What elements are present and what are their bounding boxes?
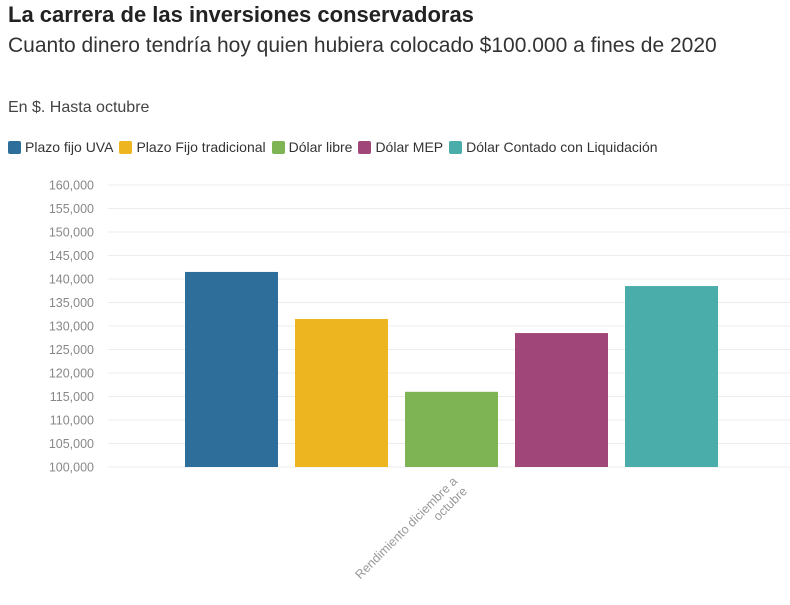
chart-title: La carrera de las inversiones conservado… (8, 2, 474, 27)
legend-label: Dólar Contado con Liquidación (466, 139, 658, 155)
legend-swatch (358, 140, 372, 154)
legend-swatch (449, 140, 463, 154)
legend-item-dolar-ccl[interactable]: Dólar Contado con Liquidación (449, 139, 658, 155)
legend-item-plazo-fijo-uva[interactable]: Plazo fijo UVA (8, 139, 113, 155)
y-tick-label: 130,000 (49, 320, 94, 334)
y-tick-label: 155,000 (49, 202, 94, 216)
x-tick-label: Rendimiento diciembre a (352, 474, 460, 582)
y-tick-label: 120,000 (49, 367, 94, 381)
y-tick-label: 145,000 (49, 249, 94, 263)
legend-item-dolar-libre[interactable]: Dólar libre (271, 139, 353, 155)
bar-d-lar-mep[interactable] (515, 333, 608, 467)
y-tick-label: 110,000 (50, 414, 94, 428)
bars (185, 271, 718, 467)
y-tick-label: 160,000 (49, 179, 94, 193)
bar-plazo-fijo-uva[interactable] (185, 271, 278, 467)
legend-label: Plazo Fijo tradicional (136, 139, 266, 155)
legend-label: Dólar libre (288, 139, 353, 155)
legend-item-dolar-mep[interactable]: Dólar MEP (358, 139, 443, 155)
legend-item-plazo-fijo-tradicional[interactable]: Plazo Fijo tradicional (119, 139, 266, 155)
units-note: En $. Hasta octubre (8, 99, 150, 116)
y-tick-label: 125,000 (49, 343, 94, 357)
bar-d-lar-libre[interactable] (405, 391, 498, 467)
legend-swatch (8, 140, 21, 154)
legend-swatch (271, 140, 285, 154)
legend-label: Dólar MEP (375, 139, 444, 155)
y-tick-label: 135,000 (49, 296, 94, 310)
legend-label: Plazo fijo UVA (25, 139, 114, 155)
y-tick-label: 150,000 (49, 226, 94, 240)
bar-d-lar-contado-con-liquidaci-n[interactable] (625, 286, 718, 467)
y-tick-label: 105,000 (49, 437, 94, 451)
y-tick-label: 140,000 (49, 273, 94, 287)
y-tick-label: 100,000 (49, 461, 94, 475)
legend-swatch (119, 140, 133, 154)
y-axis: 100,000 105,000 110,000 115,000 120,000 125,0… (49, 179, 94, 475)
bar-plazo-fijo-tradicional[interactable] (295, 318, 388, 467)
y-tick-label: 115,000 (50, 390, 94, 404)
chart-subtitle: Cuanto dinero tendría hoy quien hubiera … (8, 34, 717, 57)
legend: Plazo fijo UVA Plazo Fijo tradicional Dó… (8, 139, 658, 155)
